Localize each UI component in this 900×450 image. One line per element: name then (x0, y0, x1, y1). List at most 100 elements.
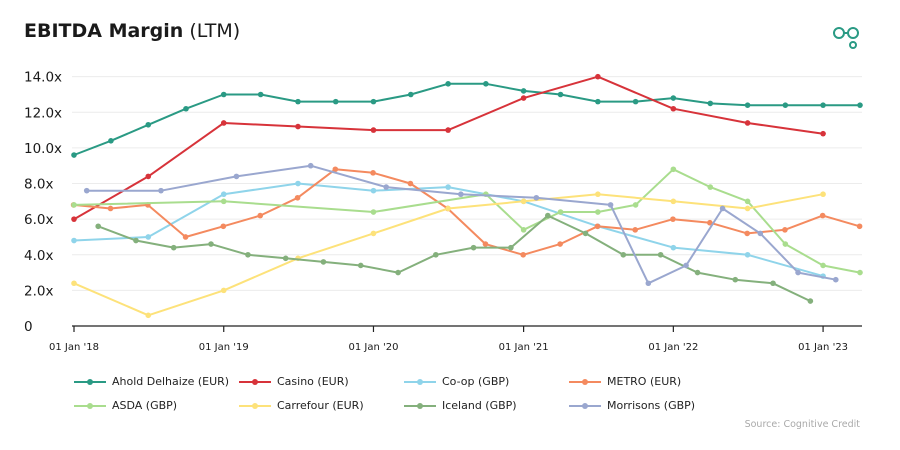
data-point-metro-eur (520, 251, 527, 258)
data-point-ahold-delhaize-eur (370, 98, 377, 105)
legend-label: Co-op (GBP) (442, 375, 510, 388)
data-point-morrisons-gbp (233, 173, 240, 180)
legend-swatch (74, 400, 106, 412)
y-tick-label: 4.0x (24, 248, 53, 264)
data-point-metro-eur (670, 216, 676, 222)
data-point-morrisons-gbp (683, 262, 689, 269)
legend-item: Co-op (GBP) (404, 375, 509, 388)
data-point-ahold-delhaize-eur (108, 137, 114, 144)
y-tick-label: 0 (24, 319, 33, 335)
data-point-ahold-delhaize-eur (557, 91, 564, 98)
data-point-iceland-gbp (657, 251, 664, 258)
data-point-ahold-delhaize-eur (782, 102, 789, 108)
series-line-ahold-delhaize-eur (73, 82, 860, 156)
data-point-carrefour-eur (445, 205, 451, 212)
data-point-ahold-delhaize-eur (145, 121, 152, 128)
data-point-ahold-delhaize-eur (707, 100, 714, 107)
data-point-co-op-gbp (744, 251, 751, 258)
y-tick-label: 2.0x (24, 283, 53, 299)
data-point-iceland-gbp (582, 230, 589, 237)
data-point-asda-gbp (820, 262, 826, 269)
legend-label: Iceland (GBP) (442, 399, 517, 412)
data-point-ahold-delhaize-eur (744, 102, 751, 108)
data-point-carrefour-eur (220, 287, 227, 294)
chart-title: EBITDA Margin (LTM) (24, 20, 240, 42)
data-point-asda-gbp (632, 202, 639, 208)
data-point-asda-gbp (557, 209, 564, 215)
legend-label: Casino (EUR) (277, 375, 349, 388)
data-point-iceland-gbp (133, 237, 139, 244)
x-tick-label: 01 Jan '20 (348, 342, 398, 353)
data-point-casino-eur (744, 120, 751, 126)
legend-item: ASDA (GBP) (74, 399, 177, 412)
data-point-co-op-gbp (220, 191, 227, 198)
data-point-morrisons-gbp (533, 194, 540, 201)
legend-item: Iceland (GBP) (404, 399, 517, 412)
data-point-ahold-delhaize-eur (595, 98, 601, 105)
legend-swatch (569, 376, 601, 388)
y-tick-label: 8.0x (24, 177, 53, 193)
data-point-metro-eur (707, 219, 713, 226)
data-point-carrefour-eur (370, 230, 377, 237)
data-point-ahold-delhaize-eur (220, 91, 227, 98)
data-point-morrisons-gbp (757, 230, 764, 237)
data-point-casino-eur (145, 173, 152, 180)
data-point-metro-eur (482, 241, 489, 247)
chart-title-suffix: (LTM) (189, 20, 241, 42)
data-point-carrefour-eur (145, 312, 152, 319)
data-point-morrisons-gbp (158, 187, 164, 194)
data-point-carrefour-eur (520, 198, 527, 205)
series-line-metro-eur (73, 168, 860, 256)
x-tick-label: 01 Jan '19 (199, 342, 249, 353)
data-point-ahold-delhaize-eur (407, 91, 414, 98)
legend-swatch (404, 400, 436, 412)
data-point-asda-gbp (595, 209, 601, 215)
data-point-ahold-delhaize-eur (820, 102, 826, 108)
data-point-casino-eur (220, 120, 227, 126)
legend-item: Carrefour (EUR) (239, 399, 364, 412)
data-point-casino-eur (820, 130, 826, 137)
data-point-ahold-delhaize-eur (295, 98, 301, 105)
series-line-iceland-gbp (97, 214, 811, 303)
data-point-morrisons-gbp (383, 184, 389, 190)
data-point-metro-eur (107, 205, 114, 212)
legend-label: Carrefour (EUR) (277, 399, 364, 412)
x-tick-label: 01 Jan '22 (648, 342, 698, 353)
data-point-asda-gbp (744, 198, 751, 205)
data-point-morrisons-gbp (795, 269, 801, 276)
legend-label: ASDA (GBP) (112, 399, 178, 412)
legend-swatch (239, 376, 271, 388)
data-point-ahold-delhaize-eur (632, 98, 639, 105)
data-point-metro-eur (557, 241, 563, 247)
source-note: Source: Cognitive Credit (744, 419, 860, 430)
data-point-casino-eur (445, 127, 451, 133)
data-point-asda-gbp (370, 209, 377, 215)
data-point-morrisons-gbp (458, 191, 464, 198)
data-point-iceland-gbp (470, 244, 477, 251)
data-point-ahold-delhaize-eur (445, 81, 451, 87)
data-point-asda-gbp (707, 184, 714, 190)
data-point-metro-eur (632, 227, 638, 233)
data-point-ahold-delhaize-eur (257, 91, 264, 98)
data-point-morrisons-gbp (832, 276, 839, 283)
data-point-morrisons-gbp (307, 162, 314, 169)
data-point-iceland-gbp (770, 280, 776, 287)
data-point-asda-gbp (670, 166, 677, 173)
data-point-iceland-gbp (208, 241, 214, 247)
data-point-ahold-delhaize-eur (183, 105, 189, 112)
data-point-iceland-gbp (620, 251, 627, 258)
data-point-carrefour-eur (820, 191, 826, 198)
legend-swatch (74, 376, 106, 388)
data-point-ahold-delhaize-eur (520, 88, 527, 94)
data-point-iceland-gbp (357, 262, 364, 269)
data-point-asda-gbp (782, 241, 789, 247)
data-point-metro-eur (744, 230, 750, 237)
data-point-casino-eur (370, 127, 377, 133)
data-point-iceland-gbp (433, 251, 439, 258)
x-tick-label: 01 Jan '18 (49, 342, 99, 353)
data-point-asda-gbp (857, 269, 863, 276)
data-point-iceland-gbp (170, 244, 177, 251)
data-point-carrefour-eur (744, 205, 751, 212)
data-point-iceland-gbp (545, 212, 551, 219)
